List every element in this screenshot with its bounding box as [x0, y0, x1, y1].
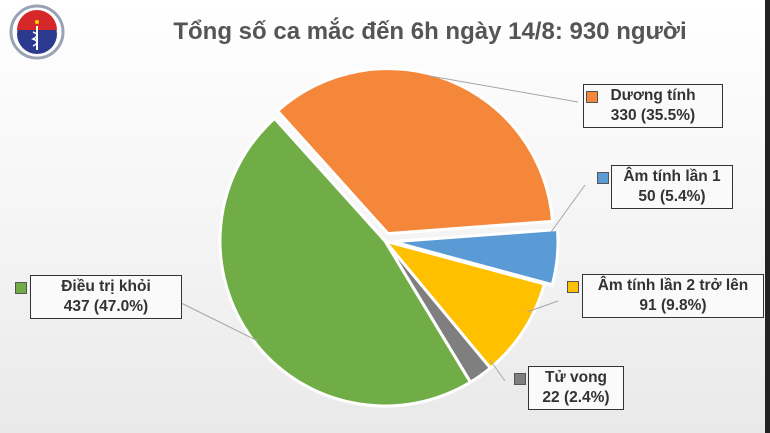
data-label-name: Tử vong	[544, 369, 608, 386]
pie-slice-0	[275, 67, 555, 236]
data-label-value: 91 (9.8%)	[639, 297, 707, 314]
data-label-name: Âm tính lần 1	[623, 168, 721, 185]
pie-slice-4	[218, 116, 473, 408]
data-label-value: 50 (5.4%)	[638, 188, 706, 205]
legend-swatch-2	[567, 281, 579, 293]
data-label-name: Dương tính	[610, 87, 696, 104]
data-label-1: Âm tính lần 1 50 (5.4%)	[611, 165, 733, 209]
data-label-name: Điều trị khỏi	[61, 278, 151, 295]
data-label-3: Tử vong 22 (2.4%)	[528, 366, 624, 410]
data-label-4: Điều trị khỏi 437 (47.0%)	[30, 275, 182, 319]
pie-slice-2	[380, 238, 547, 371]
ministry-of-health-logo	[9, 4, 65, 60]
legend-swatch-4	[15, 282, 27, 294]
data-label-2: Âm tính lần 2 trở lên 91 (9.8%)	[582, 274, 764, 318]
data-label-value: 330 (35.5%)	[610, 107, 696, 124]
right-edge-bar	[765, 0, 770, 433]
data-label-value: 22 (2.4%)	[542, 389, 610, 406]
legend-swatch-0	[586, 91, 598, 103]
leader-line-3	[489, 359, 506, 382]
leader-line-0	[429, 75, 579, 103]
leader-line-4	[174, 299, 259, 342]
pie-slice-1	[392, 227, 560, 287]
data-label-0: Dương tính 330 (35.5%)	[583, 84, 723, 128]
data-label-value: 437 (47.0%)	[63, 298, 149, 315]
chart-title: Tổng số ca mắc đến 6h ngày 14/8: 930 ngư…	[173, 18, 687, 45]
leader-line-2	[526, 300, 559, 313]
legend-swatch-1	[597, 172, 609, 184]
data-label-name: Âm tính lần 2 trở lên	[597, 277, 749, 294]
legend-swatch-3	[514, 373, 526, 385]
leader-line-1	[550, 184, 586, 233]
